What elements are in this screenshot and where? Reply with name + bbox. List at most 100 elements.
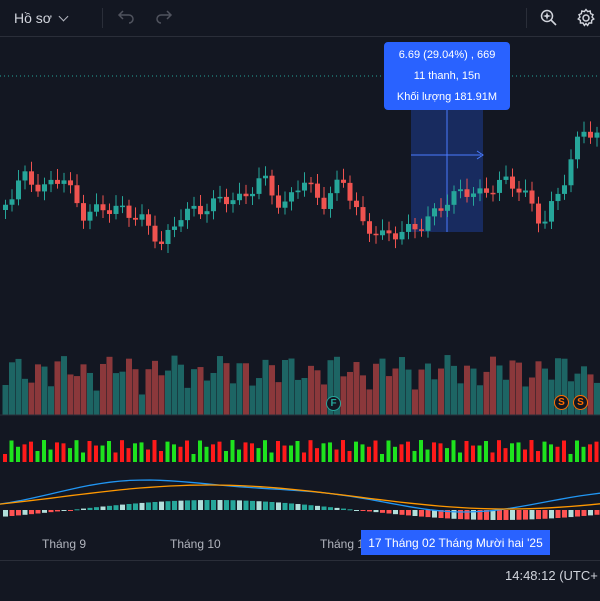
volume-bar: [172, 356, 178, 415]
oscillator-bar: [530, 440, 534, 462]
candle-body: [510, 177, 515, 189]
split-marker[interactable]: S: [573, 395, 588, 410]
oscillator-bar: [29, 442, 33, 462]
macd-histogram-bar: [257, 501, 262, 510]
volume-bar: [451, 366, 457, 415]
candle-body: [88, 212, 93, 221]
macd-histogram-bar: [140, 503, 145, 510]
volume-bar: [198, 367, 204, 415]
candle-body: [159, 242, 164, 244]
volume-bar: [360, 375, 366, 415]
undo-button[interactable]: [114, 6, 138, 30]
financials-marker[interactable]: F: [326, 396, 341, 411]
candle-body: [452, 191, 457, 205]
candle-body: [458, 189, 463, 191]
macd-histogram-bar: [491, 510, 496, 520]
volume-bar: [29, 383, 35, 415]
volume-bar: [94, 391, 100, 415]
candle-body: [75, 185, 80, 203]
oscillator-bar: [582, 447, 586, 462]
oscillator-bar: [504, 448, 508, 462]
candle-body: [29, 171, 34, 184]
time-axis-label: Tháng 9: [42, 537, 86, 551]
macd-histogram-bar: [114, 505, 119, 510]
oscillator-bar: [101, 446, 105, 462]
undo-icon: [117, 9, 135, 27]
volume-bar: [529, 378, 535, 415]
candle-body: [361, 207, 366, 221]
candle-body: [244, 194, 249, 196]
candle-body: [426, 216, 431, 230]
candle-body: [569, 159, 574, 185]
candle-body: [179, 220, 184, 226]
time-axis-label: Tháng 10: [170, 537, 221, 551]
oscillator-bar: [419, 440, 423, 462]
macd-histogram-bar: [413, 510, 418, 516]
macd-histogram-bar: [224, 500, 229, 510]
candle-body: [153, 226, 158, 242]
volume-bar: [432, 379, 438, 415]
oscillator-bar: [458, 453, 462, 462]
volume-bar: [315, 370, 321, 415]
macd-histogram-bar: [569, 510, 574, 517]
macd-histogram-bar: [75, 509, 80, 510]
oscillator-bar: [237, 450, 241, 462]
macd-histogram-bar: [582, 510, 587, 516]
split-marker[interactable]: S: [554, 395, 569, 410]
volume-bar: [68, 374, 74, 415]
oscillator-bar: [309, 440, 313, 462]
volume-bar: [445, 355, 451, 415]
oscillator-bar: [517, 442, 521, 462]
volume-bar: [295, 380, 301, 415]
candle-body: [270, 176, 275, 196]
candle-body: [68, 180, 73, 185]
volume-bar: [354, 362, 360, 415]
quick-search-button[interactable]: [537, 6, 561, 30]
candle-body: [367, 221, 372, 234]
settings-button[interactable]: [574, 6, 598, 30]
candle-body: [250, 194, 255, 196]
oscillator-bar: [159, 451, 163, 462]
candle-body: [55, 180, 60, 184]
oscillator-bar: [55, 442, 59, 462]
volume-bar: [217, 356, 223, 415]
oscillator-bar: [192, 454, 196, 462]
candle-body: [543, 222, 548, 224]
oscillator-bar: [510, 443, 514, 462]
candle-body: [276, 195, 281, 207]
volume-bar: [438, 369, 444, 415]
volume-bar: [393, 368, 399, 415]
macd-histogram-bar: [107, 506, 112, 510]
volume-bar: [133, 369, 139, 415]
macd-histogram-bar: [328, 507, 333, 510]
oscillator-bar: [335, 450, 339, 462]
oscillator-bar: [523, 449, 527, 462]
redo-button[interactable]: [152, 6, 176, 30]
volume-bar: [458, 383, 464, 415]
time-axis-label: Tháng 1: [320, 537, 364, 551]
oscillator-bar: [406, 442, 410, 462]
volume-bar: [406, 370, 412, 415]
profile-menu[interactable]: Hồ sơ: [8, 6, 73, 30]
candle-body: [3, 205, 8, 210]
oscillator-bar: [289, 446, 293, 462]
candle-body: [10, 199, 15, 204]
oscillator-bar: [179, 447, 183, 462]
candle-body: [36, 185, 41, 192]
oscillator-bar: [62, 443, 66, 462]
candle-body: [146, 214, 151, 225]
macd-histogram-bar: [237, 500, 242, 510]
candle-body: [413, 224, 418, 229]
oscillator-bar: [23, 444, 27, 462]
volume-series: [3, 355, 600, 415]
clock-timezone-button[interactable]: 14:48:12 (UTC+: [505, 568, 598, 583]
volume-bar: [523, 386, 529, 415]
volume-bar: [536, 361, 542, 415]
candle-body: [439, 208, 444, 211]
candle-body: [120, 206, 125, 208]
candle-body: [211, 198, 216, 211]
volume-bar: [510, 360, 516, 415]
candle-body: [62, 180, 67, 184]
volume-bar: [399, 357, 405, 415]
price-chart-canvas[interactable]: [0, 37, 600, 557]
